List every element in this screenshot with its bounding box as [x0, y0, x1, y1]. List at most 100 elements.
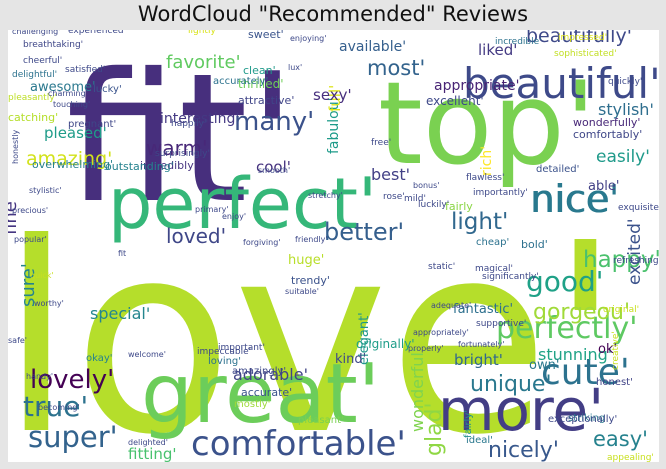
word-cloud-word: ideal' — [466, 435, 493, 446]
word-cloud-word: kind' — [335, 352, 366, 367]
word-cloud-word: stylish' — [598, 100, 654, 119]
word-cloud-word: bold' — [521, 238, 548, 251]
word-cloud-word: properly' — [408, 344, 444, 353]
word-cloud-word: exquisite' — [618, 203, 659, 213]
word-cloud-word: supportive' — [476, 319, 526, 329]
word-cloud-word: touching' — [53, 100, 90, 109]
word-cloud-word: top' — [378, 57, 596, 190]
word-cloud-word: huge' — [288, 253, 324, 268]
word-cloud-word: good' — [526, 265, 604, 298]
word-cloud-word: mild' — [404, 194, 426, 204]
word-cloud-word: cheerful' — [23, 56, 62, 66]
word-cloud-word: perfect' — [108, 163, 377, 245]
word-cloud-word: appropriate' — [434, 78, 519, 94]
word-cloud-word: lux' — [288, 63, 302, 72]
word-cloud-word: honest' — [596, 377, 633, 388]
word-cloud-word: fortunately' — [458, 340, 504, 349]
word-cloud-word: own' — [529, 358, 559, 373]
word-cloud-word: impeccable' — [197, 347, 251, 357]
word-cloud-word: original' — [603, 305, 639, 315]
word-cloud-word: excited' — [625, 218, 645, 285]
word-cloud-word: perfectly' — [496, 311, 637, 346]
word-cloud-word: most' — [367, 56, 425, 80]
word-cloud-word: challenging' — [12, 30, 60, 36]
word-cloud-word: flawless' — [466, 173, 504, 183]
word-cloud-word: significantly' — [482, 272, 539, 282]
word-cloud-word: comfortable' — [191, 424, 406, 462]
word-cloud-word: pregnant' — [68, 119, 116, 130]
word-cloud-word: catching' — [8, 111, 58, 124]
word-cloud-word: bright' — [454, 351, 503, 369]
word-cloud-word: fairly — [445, 200, 473, 213]
word-cloud-word: favorite' — [166, 52, 241, 73]
word-cloud-word: smooth' — [258, 166, 290, 175]
word-cloud-word: accurately' — [213, 76, 268, 87]
word-cloud-word: suitable' — [285, 287, 319, 296]
word-cloud-word: stunning' — [538, 345, 612, 364]
word-cloud-word: sophisticated' — [554, 49, 617, 59]
word-cloud-word: nice' — [530, 177, 619, 221]
word-cloud-word: breathtaking' — [23, 40, 83, 50]
word-cloud-word: delightful' — [12, 70, 57, 80]
word-cloud-word: available' — [339, 39, 406, 55]
word-cloud-word: stylistic' — [29, 186, 62, 195]
word-cloud-word: honestly — [11, 130, 20, 164]
word-cloud-word: incredible' — [495, 37, 542, 47]
word-cloud-word: quickly' — [608, 77, 642, 87]
word-cloud-word: thrilled' — [238, 77, 284, 91]
word-cloud-word: luckily' — [418, 200, 449, 210]
word-cloud-word: love' — [8, 187, 621, 462]
word-cloud-word: charming' — [48, 89, 88, 98]
word-cloud-word: attractive' — [238, 94, 294, 107]
word-cloud-word: enjoy' — [222, 212, 246, 221]
word-cloud-word: importantly' — [473, 188, 528, 198]
word-cloud-word: ok' — [598, 342, 617, 357]
word-cloud-word: accurate' — [241, 386, 292, 399]
word-cloud-word: primary' — [195, 205, 229, 214]
word-cloud-word: safe' — [8, 336, 27, 345]
word-cloud-word: pleasantly' — [8, 93, 57, 103]
word-cloud-word: beautiful' — [463, 59, 659, 108]
word-cloud-word: fitting' — [128, 445, 177, 462]
word-cloud-word: surprisingly' — [155, 149, 210, 159]
word-cloud-word: super' — [28, 420, 118, 454]
word-cloud-word: elegant' — [357, 312, 372, 365]
word-cloud-word: happy' — [583, 247, 659, 273]
word-cloud-word: trendy' — [291, 274, 330, 287]
word-cloud-word: cool' — [256, 158, 291, 176]
word-cloud-word: appealing' — [607, 453, 654, 462]
word-cloud-word: mostly' — [234, 399, 270, 410]
word-cloud-word: happily' — [171, 119, 206, 129]
word-cloud-word: unique' — [470, 372, 552, 397]
word-cloud-word: detailed' — [536, 164, 579, 175]
word-cloud-word: interesting' — [160, 111, 239, 127]
word-cloud-word: easily' — [596, 147, 650, 167]
word-cloud-word: loving' — [208, 356, 241, 367]
word-cloud-word: delighted' — [128, 438, 168, 447]
word-cloud-word: rich' — [479, 146, 495, 176]
word-cloud-word: originally' — [356, 337, 415, 351]
word-cloud-word: light' — [451, 209, 508, 235]
word-cloud-word: refreshing' — [613, 256, 659, 266]
word-cloud-word: precious' — [12, 206, 48, 215]
word-cloud-word: static' — [428, 262, 455, 272]
word-cloud-word: incredibly' — [140, 159, 197, 172]
word-cloud-word: cheap' — [476, 237, 509, 248]
word-cloud-word: sweet' — [248, 30, 284, 41]
word-cloud-word: amazingly' — [232, 366, 286, 377]
word-cloud-word: confident' — [39, 295, 48, 335]
word-cloud-word: creative' — [611, 331, 621, 370]
word-cloud-word: sure' — [18, 263, 39, 307]
word-cloud-word: sexy' — [313, 86, 352, 104]
word-cloud-word: becoming' — [38, 403, 80, 412]
word-cloud-word: adequate' — [431, 301, 471, 310]
word-cloud-word: able' — [588, 179, 619, 194]
word-cloud-word: nicely' — [488, 438, 559, 462]
word-cloud-word: lovely' — [30, 365, 114, 395]
word-cloud-word: awesome' — [30, 80, 96, 95]
word-cloud-word: fairly' — [463, 410, 474, 438]
word-cloud-word: bonus' — [413, 181, 439, 190]
word-cloud-word: okay' — [86, 353, 113, 364]
word-cloud-word: adorable' — [233, 365, 308, 384]
word-cloud-word: worthy' — [34, 299, 64, 308]
